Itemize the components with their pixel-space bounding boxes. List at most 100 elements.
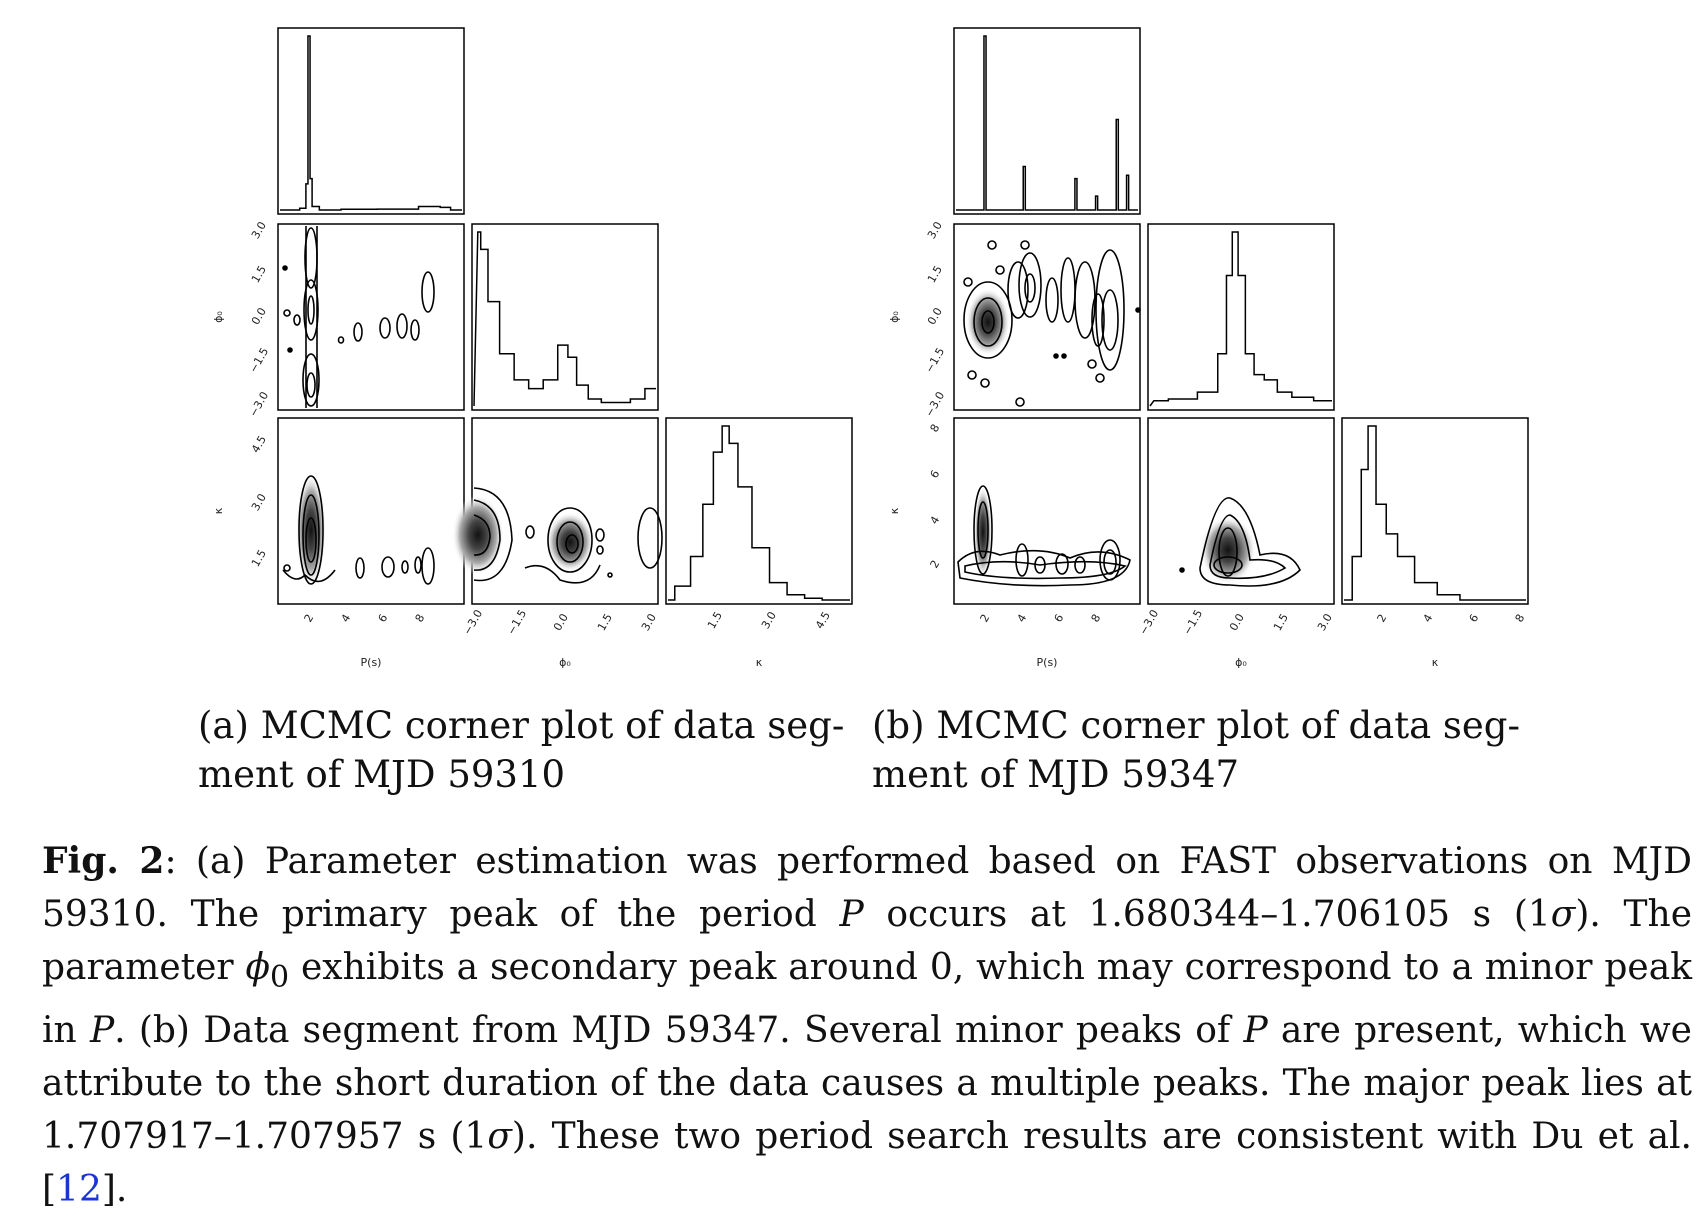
panel-b-xlabel-phi: ϕ₀ [1235, 656, 1247, 669]
panel-b-yaxis-phi-tick-m1p5: −1.5 [923, 345, 948, 375]
reference-bracket-open: [ [42, 1169, 57, 1211]
panel-b-kappa-marginal-frame [1341, 417, 1529, 605]
subfigure-b-caption-line1: (b) MCMC corner plot of data seg- [872, 704, 1520, 747]
panel-a-xaxis-phi-tick-0: 0.0 [551, 611, 571, 633]
panel-b-kappa-vs-p-contours [957, 485, 1131, 587]
panel-a-xaxis-phi-tick-1p5: 1.5 [595, 611, 615, 633]
caption-text-3: ). The parameter [42, 894, 1693, 988]
panel-b-xaxis-phi-tick-m1p5: −1.5 [1181, 607, 1206, 637]
caption-var-phi: ϕ [245, 947, 271, 988]
panel-b-xaxis-kappa-tick-2: 2 [1375, 612, 1390, 625]
figure-caption: Fig. 2: (a) Parameter estimation was per… [42, 835, 1692, 1216]
panel-b-phi-histogram [1149, 231, 1332, 407]
panel-a-kappa-marginal-frame [665, 417, 853, 605]
caption-var-p-1: P [839, 894, 864, 935]
panel-b-yaxis-phi-tick-1p5: 1.5 [925, 263, 945, 285]
caption-var-p-2: P [89, 1010, 115, 1052]
panel-a-phi-histogram [473, 231, 656, 407]
panel-a-yaxis-phi-tick-m3: −3.0 [247, 389, 272, 419]
corner-plots-figure: 3.0 1.5 0.0 −1.5 −3.0 4.5 3.0 1.5 2 4 6 … [212, 27, 1529, 669]
panel-a-xlabel-kappa: κ [756, 656, 763, 669]
panel-a-yaxis-kappa-tick-1p5: 1.5 [249, 547, 269, 569]
panel-b-xlabel-p: P(s) [1037, 656, 1058, 669]
caption-var-p-3: P [1243, 1010, 1268, 1052]
panel-a-xaxis-p-tick-6: 6 [376, 612, 391, 625]
panel-a-yaxis-phi-tick-0: 0.0 [249, 305, 269, 327]
panel-a-kappa-histogram [668, 425, 850, 601]
panel-a-xaxis-p-tick-2: 2 [302, 612, 317, 625]
caption-var-phi-subscript: 0 [270, 960, 290, 996]
panel-b-kappa-vs-phi-contours [1179, 497, 1301, 587]
panel-a-xaxis-kappa-tick-1p5: 1.5 [705, 609, 725, 631]
panel-a-phi-vs-p-contours [282, 226, 435, 408]
caption-text-7: ). These two period search results are c… [511, 1116, 1692, 1158]
panel-b-xaxis-p-tick-2: 2 [978, 612, 993, 625]
caption-text-5: . (b) Data segment from MJD 59347. Sever… [114, 1010, 1244, 1052]
panel-a-p-marginal-frame [277, 27, 465, 215]
caption-text-8: . [115, 1169, 128, 1211]
panel-b-yaxis-phi-tick-0: 0.0 [925, 305, 945, 327]
panel-b-kappa-vs-p-frame [953, 417, 1141, 605]
caption-text-2: occurs at 1.680344–1.706105 s (1 [863, 894, 1551, 935]
panel-a-xlabel-p: P(s) [361, 656, 382, 669]
subfigure-b-caption-line2: ment of MJD 59347 [872, 753, 1240, 796]
figure-label: Fig. 2 [42, 840, 165, 882]
panel-a-xaxis-p-tick-8: 8 [413, 612, 428, 625]
panel-b-phi-vs-p-frame [953, 223, 1141, 411]
subfigure-a-caption-line1: (a) MCMC corner plot of data seg- [198, 704, 845, 747]
panel-b: 3.0 1.5 0.0 −1.5 −3.0 8 6 4 2 2 4 6 8 −3… [888, 27, 1529, 669]
panel-a-yaxis-phi-tick-1p5: 1.5 [249, 263, 269, 285]
panel-b-ylabel-phi: ϕ₀ [888, 311, 901, 323]
panel-a-xaxis-phi-tick-m3: −3.0 [461, 607, 486, 637]
panel-b-xaxis-kappa-tick-6: 6 [1467, 612, 1482, 625]
panel-a-yaxis-phi-tick-3: 3.0 [249, 219, 269, 241]
panel-b-xaxis-phi-tick-0: 0.0 [1227, 611, 1247, 633]
panel-a-xaxis-kappa-tick-4p5: 4.5 [813, 609, 833, 631]
panel-b-yaxis-kappa-tick-2: 2 [928, 558, 943, 571]
panel-b-yaxis-kappa-tick-6: 6 [928, 468, 943, 481]
subfigure-a-caption: (a) MCMC corner plot of data seg- ment o… [198, 701, 858, 799]
panel-b-xaxis-p-tick-4: 4 [1015, 612, 1030, 625]
caption-text-1: : (a) Parameter estimation was performed… [42, 841, 1692, 935]
panel-b-p-histogram [956, 35, 1138, 211]
subfigure-a-caption-line2: ment of MJD 59310 [198, 753, 566, 796]
panel-a-xaxis-p-tick-4: 4 [339, 612, 354, 625]
panel-a-ylabel-kappa: κ [212, 507, 225, 514]
caption-sigma-2: σ [487, 1116, 512, 1158]
panel-b-yaxis-phi-tick-m3: −3.0 [923, 389, 948, 419]
panel-b-xaxis-kappa-tick-4: 4 [1421, 612, 1436, 625]
panel-b-xaxis-p-tick-6: 6 [1052, 612, 1067, 625]
panel-b-kappa-vs-phi-frame [1147, 417, 1335, 605]
panel-b-xaxis-p-tick-8: 8 [1089, 612, 1104, 625]
panel-a-kappa-vs-phi-frame [471, 417, 659, 605]
panel-b-yaxis-kappa-tick-4: 4 [928, 514, 943, 527]
panel-a-yaxis-phi-tick-m1p5: −1.5 [247, 345, 272, 375]
panel-b-xaxis-phi-tick-m3: −3.0 [1137, 607, 1162, 637]
panel-b-kappa-histogram [1344, 425, 1526, 601]
reference-bracket-close: ] [101, 1169, 116, 1211]
panel-a-xaxis-kappa-tick-3: 3.0 [759, 609, 779, 631]
panel-b-phi-vs-p-contours [963, 240, 1141, 407]
panel-a-p-histogram [280, 35, 462, 211]
panel-a-phi-vs-p-frame [277, 223, 465, 411]
panel-b-ylabel-kappa: κ [888, 507, 901, 514]
panel-a-ylabel-phi: ϕ₀ [212, 311, 225, 323]
panel-a-xaxis-phi-tick-3: 3.0 [639, 611, 659, 633]
subfigure-b-caption: (b) MCMC corner plot of data seg- ment o… [872, 701, 1532, 799]
panel-b-xaxis-kappa-tick-8: 8 [1513, 612, 1528, 625]
panel-a-xaxis-phi-tick-m1p5: −1.5 [505, 607, 530, 637]
caption-sigma-1: σ [1550, 894, 1576, 935]
panel-b-xlabel-kappa: κ [1432, 656, 1439, 669]
panel-b-phi-marginal-frame [1147, 223, 1335, 411]
panel-a-xlabel-phi: ϕ₀ [559, 656, 571, 669]
panel-b-xaxis-phi-tick-1p5: 1.5 [1271, 611, 1291, 633]
panel-a-yaxis-kappa-tick-3: 3.0 [249, 491, 269, 513]
panel-a-phi-marginal-frame [471, 223, 659, 411]
panel-b-xaxis-phi-tick-3: 3.0 [1315, 611, 1335, 633]
caption-text-4: exhibits a secondary peak around 0, whic… [42, 947, 1693, 1052]
panel-b-p-marginal-frame [953, 27, 1141, 215]
panel-a-kappa-vs-phi-contours [452, 487, 663, 584]
reference-link-12[interactable]: 12 [56, 1169, 102, 1211]
panel-a: 3.0 1.5 0.0 −1.5 −3.0 4.5 3.0 1.5 2 4 6 … [212, 27, 853, 669]
caption-text-6: are present, which we attribute to the s… [42, 1010, 1692, 1158]
